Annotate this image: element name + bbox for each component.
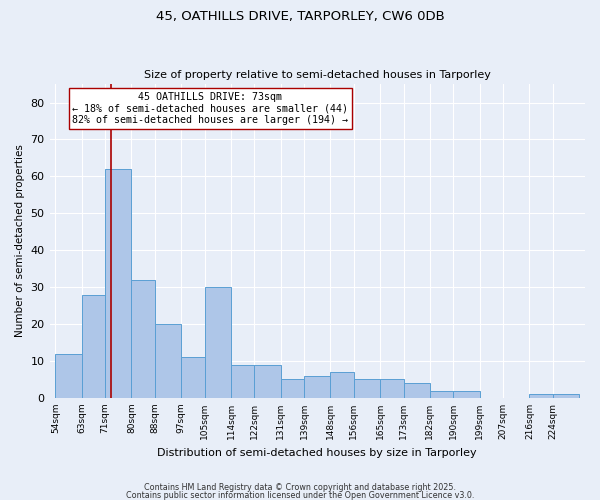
Bar <box>380 380 404 398</box>
Bar <box>304 376 331 398</box>
Bar <box>553 394 579 398</box>
Bar <box>454 390 479 398</box>
Text: Contains HM Land Registry data © Crown copyright and database right 2025.: Contains HM Land Registry data © Crown c… <box>144 484 456 492</box>
Y-axis label: Number of semi-detached properties: Number of semi-detached properties <box>15 144 25 338</box>
Bar <box>231 364 254 398</box>
Bar <box>181 358 205 398</box>
Text: 45 OATHILLS DRIVE: 73sqm
← 18% of semi-detached houses are smaller (44)
82% of s: 45 OATHILLS DRIVE: 73sqm ← 18% of semi-d… <box>72 92 348 125</box>
Bar <box>331 372 354 398</box>
Bar <box>131 280 155 398</box>
Bar <box>205 287 231 398</box>
Bar <box>354 380 380 398</box>
Text: 45, OATHILLS DRIVE, TARPORLEY, CW6 0DB: 45, OATHILLS DRIVE, TARPORLEY, CW6 0DB <box>155 10 445 23</box>
Bar <box>430 390 454 398</box>
X-axis label: Distribution of semi-detached houses by size in Tarporley: Distribution of semi-detached houses by … <box>157 448 477 458</box>
Bar <box>281 380 304 398</box>
Bar <box>404 383 430 398</box>
Text: Contains public sector information licensed under the Open Government Licence v3: Contains public sector information licen… <box>126 490 474 500</box>
Bar <box>105 169 131 398</box>
Bar <box>529 394 553 398</box>
Bar <box>254 364 281 398</box>
Bar <box>82 294 105 398</box>
Title: Size of property relative to semi-detached houses in Tarporley: Size of property relative to semi-detach… <box>144 70 491 81</box>
Bar <box>155 324 181 398</box>
Bar <box>55 354 82 398</box>
